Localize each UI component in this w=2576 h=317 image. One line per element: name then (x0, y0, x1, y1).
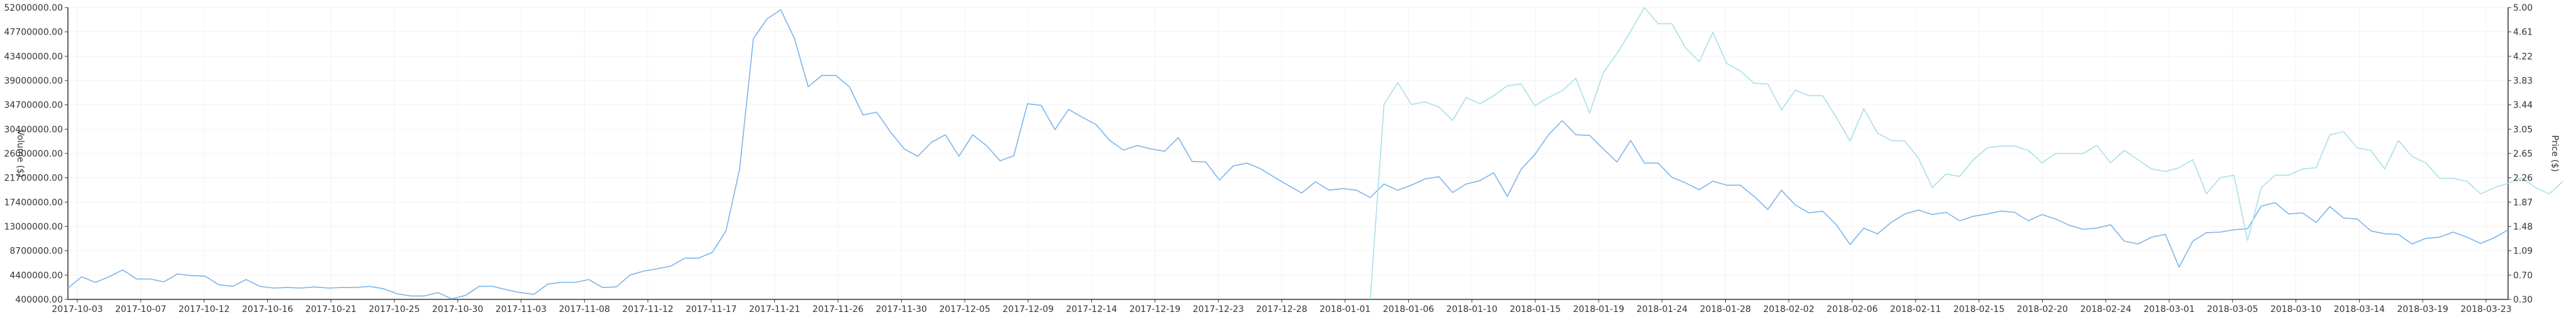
x-tick-label: 2018-02-15 (1953, 304, 2004, 314)
axes-layer (65, 7, 2511, 303)
y-left-tick-label: 13000000.00 (4, 222, 63, 232)
volume-series-line (67, 9, 2509, 299)
x-tick-label: 2017-10-03 (52, 304, 103, 314)
y-right-tick-label: 3.44 (2513, 101, 2533, 111)
x-tick-label: 2018-01-19 (1573, 304, 1624, 314)
y-left-tick-label: 47700000.00 (4, 28, 63, 38)
y-left-tick-label: 8700000.00 (9, 247, 63, 257)
y-left-tick-label: 4400000.00 (9, 270, 63, 281)
y-right-tick-label: 2.65 (2513, 149, 2533, 159)
x-tick-label: 2017-12-19 (1130, 304, 1180, 314)
y-left-tick-label: 39000000.00 (4, 76, 63, 86)
y-right-tick-label: 2.26 (2513, 174, 2533, 184)
y-right-axis-title: Price ($) (2550, 135, 2560, 172)
x-tick-label: 2017-12-05 (939, 304, 990, 314)
y-left-axis-title: Volume ($) (15, 130, 25, 177)
x-tick-label: 2017-11-30 (876, 304, 927, 314)
y-right-tick-label: 1.09 (2513, 247, 2533, 257)
y-left-tick-label: 21700000.00 (4, 174, 63, 184)
x-tick-label: 2018-03-19 (2397, 304, 2448, 314)
series-layer (67, 7, 2563, 300)
y-left-tick-label: 34700000.00 (4, 101, 63, 111)
x-tick-label: 2018-02-20 (2017, 304, 2068, 314)
y-right-tick-label: 1.87 (2513, 197, 2533, 208)
x-tick-label: 2017-12-28 (1256, 304, 1307, 314)
price-series-line (1370, 7, 2563, 300)
y-right-tick-label: 0.70 (2513, 270, 2533, 281)
x-tick-label: 2017-11-21 (749, 304, 800, 314)
x-tick-label: 2018-01-10 (1446, 304, 1497, 314)
x-tick-label: 2017-11-03 (496, 304, 547, 314)
x-tick-label: 2018-01-01 (1319, 304, 1370, 314)
x-tick-label: 2017-12-14 (1066, 304, 1117, 314)
x-tick-label: 2018-02-02 (1763, 304, 1814, 314)
x-tick-label: 2017-12-23 (1193, 304, 1244, 314)
y-right-tick-label: 4.22 (2513, 52, 2533, 62)
y-right-tick-label: 0.30 (2513, 295, 2533, 305)
y-right-tick-label: 3.83 (2513, 76, 2533, 86)
x-tick-label: 2017-10-21 (305, 304, 356, 314)
x-tick-label: 2018-03-01 (2143, 304, 2194, 314)
x-tick-label: 2017-11-12 (622, 304, 673, 314)
x-tick-label: 2017-12-09 (1002, 304, 1053, 314)
y-right-tick-label: 5.00 (2513, 3, 2533, 13)
x-tick-label: 2018-03-10 (2270, 304, 2321, 314)
x-tick-label: 2017-11-26 (813, 304, 863, 314)
x-tick-label: 2017-11-17 (686, 304, 736, 314)
x-tick-label: 2018-02-24 (2080, 304, 2131, 314)
y-left-tick-label: 52000000.00 (4, 3, 63, 13)
x-tick-label: 2017-10-12 (179, 304, 230, 314)
grid-layer (68, 7, 2508, 300)
y-left-tick-label: 26000000.00 (4, 149, 63, 159)
x-tick-label: 2018-03-23 (2460, 304, 2511, 314)
x-tick-label: 2017-11-08 (559, 304, 610, 314)
y-left-tick-label: 17400000.00 (4, 197, 63, 208)
y-right-tick-label: 4.61 (2513, 28, 2533, 38)
labels-layer: 400000.00 0.30 4400000.00 0.70 8700000.00 1.0… (4, 3, 2560, 314)
x-tick-label: 2018-03-14 (2334, 304, 2385, 314)
x-tick-label: 2017-10-16 (242, 304, 293, 314)
x-tick-label: 2017-10-25 (369, 304, 419, 314)
x-tick-label: 2018-02-06 (1826, 304, 1877, 314)
x-tick-label: 2018-01-15 (1509, 304, 1560, 314)
x-tick-label: 2017-10-30 (432, 304, 483, 314)
y-left-tick-label: 30400000.00 (4, 125, 63, 135)
y-left-tick-label: 400000.00 (15, 295, 63, 305)
x-tick-label: 2018-01-24 (1636, 304, 1687, 314)
x-tick-label: 2018-01-28 (1700, 304, 1751, 314)
y-left-tick-label: 43400000.00 (4, 52, 63, 62)
x-tick-label: 2017-10-07 (115, 304, 166, 314)
x-tick-label: 2018-03-05 (2207, 304, 2258, 314)
y-right-tick-label: 3.05 (2513, 125, 2533, 135)
x-tick-label: 2018-01-06 (1383, 304, 1434, 314)
y-right-tick-label: 1.48 (2513, 222, 2533, 232)
x-tick-label: 2018-02-11 (1890, 304, 1941, 314)
